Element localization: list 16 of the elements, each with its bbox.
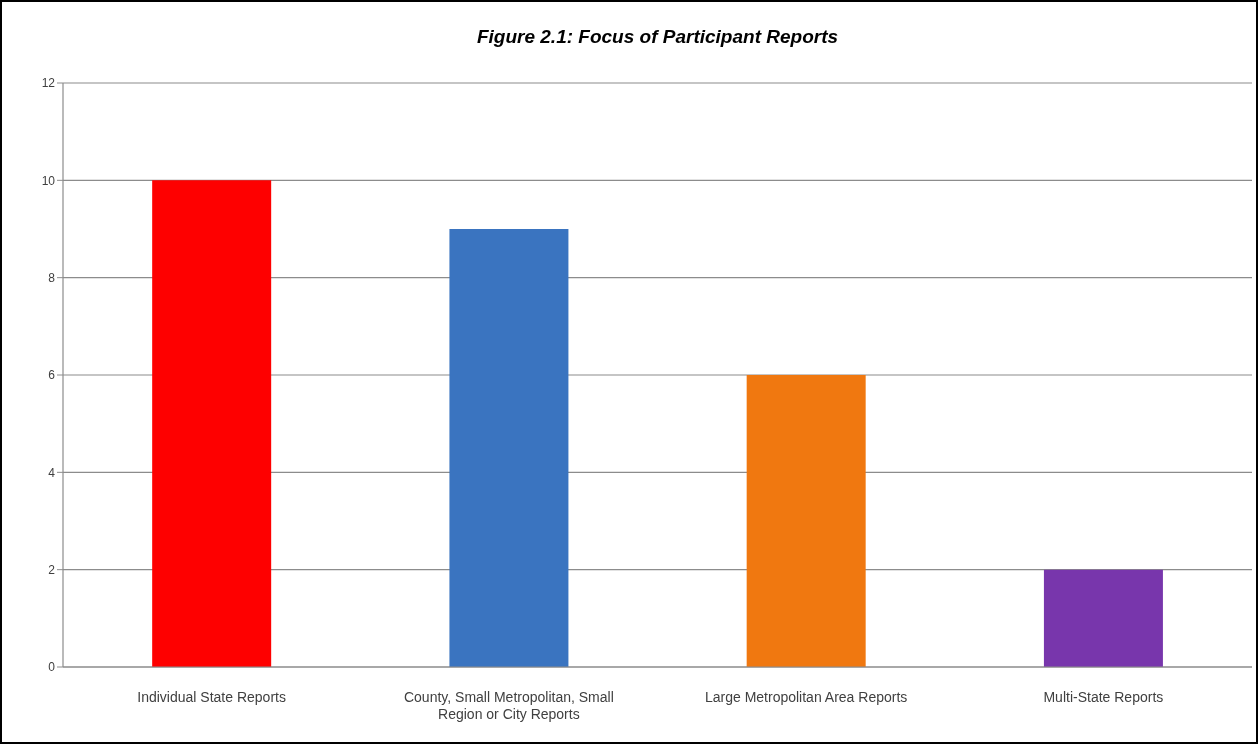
x-tick-label: County, Small Metropolitan, Small Region or City Reports <box>403 688 614 723</box>
y-tick-label: 0 <box>48 660 56 675</box>
y-tick-label: 8 <box>48 270 56 285</box>
bar <box>1043 569 1163 667</box>
bar <box>746 375 866 667</box>
x-tick-label: Individual State Reports <box>137 688 286 705</box>
bar <box>449 229 569 667</box>
bar <box>152 180 272 667</box>
y-tick-label: 10 <box>41 173 56 188</box>
y-tick-label: 6 <box>48 368 56 383</box>
y-tick-label: 2 <box>48 562 56 577</box>
chart-title: Figure 2.1: Focus of Participant Reports <box>475 26 840 48</box>
y-tick-label: 12 <box>41 76 56 91</box>
x-tick-label: Multi-State Reports <box>1043 688 1164 705</box>
y-tick-label: 4 <box>48 465 56 480</box>
x-tick-label: Large Metropolitan Area Reports <box>704 688 908 705</box>
